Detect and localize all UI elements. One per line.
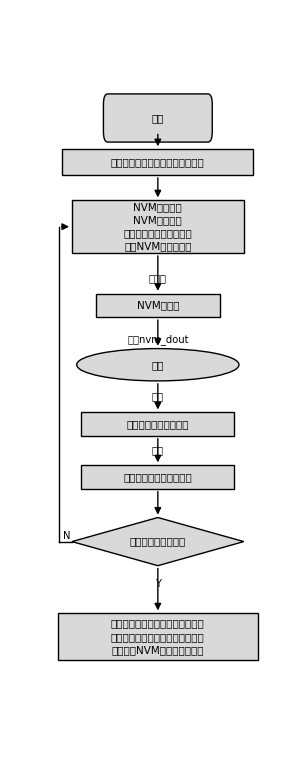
Text: 安全信息装载寄存器组: 安全信息装载寄存器组 [127,419,189,429]
Polygon shape [72,517,244,565]
Text: 安全信息装载状态计数器: 安全信息装载状态计数器 [124,472,192,482]
Text: 硬件清除安全信息传输启动寄存器
硬件复位安全信息状态状态计数器
硬件复位NVM访问地址寄存器: 硬件清除安全信息传输启动寄存器 硬件复位安全信息状态状态计数器 硬件复位NVM访… [111,619,205,655]
Text: 解密: 解密 [152,359,164,370]
Bar [72,200,244,253]
Bar [81,412,234,436]
Text: 安全信息传输完成？: 安全信息传输完成？ [130,536,186,546]
Text: 写入: 写入 [152,391,164,401]
Text: 开始: 开始 [152,113,164,123]
Text: NVM时钟使能
NVM片选使能
安全信息装载计数器使能
更新NVM地址寄存器: NVM时钟使能 NVM片选使能 安全信息装载计数器使能 更新NVM地址寄存器 [124,202,192,252]
Text: 读访问: 读访问 [149,273,167,283]
Bar [96,294,220,317]
Text: N: N [63,531,71,541]
Ellipse shape [77,349,239,381]
FancyBboxPatch shape [103,94,212,142]
Bar [62,149,253,175]
Text: 软件置位安全信息传输启动寄存器: 软件置位安全信息传输启动寄存器 [111,157,205,167]
Text: 更新: 更新 [152,445,164,455]
Bar [81,465,234,489]
Text: NVM存储器: NVM存储器 [137,301,179,311]
Text: Y: Y [155,579,161,589]
Text: 输出nvm_dout: 输出nvm_dout [127,334,188,345]
Bar [58,613,258,660]
